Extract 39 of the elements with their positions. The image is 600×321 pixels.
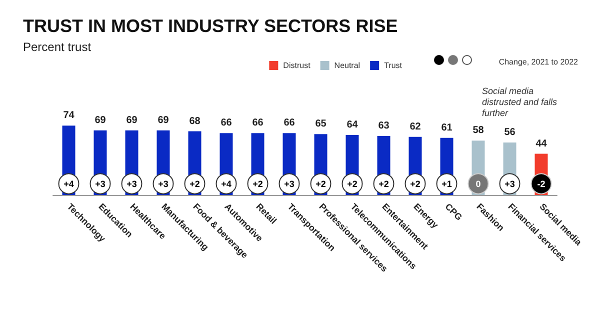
annotation: +2 bbox=[252, 178, 263, 189]
data-label: 66 bbox=[252, 118, 264, 129]
annotation: 0 bbox=[476, 178, 481, 189]
data-label: 61 bbox=[441, 122, 453, 134]
annotation: +4 bbox=[64, 178, 74, 189]
annotation: +2 bbox=[378, 178, 389, 189]
text: Change, 2021 to 2022 bbox=[498, 58, 579, 66]
data-label: 58 bbox=[472, 125, 484, 136]
data-label: 62 bbox=[410, 121, 422, 132]
data-label: 66 bbox=[220, 118, 232, 129]
annotation: +3 bbox=[95, 178, 106, 189]
legend-label: Distrust bbox=[283, 61, 312, 70]
legend-label: Neutral bbox=[334, 61, 360, 70]
annotation: +3 bbox=[158, 178, 168, 189]
data-label: 64 bbox=[346, 120, 358, 130]
data-label: 65 bbox=[315, 118, 327, 130]
text: Social media distrusted and falls further bbox=[482, 86, 558, 119]
annotation: +2 bbox=[410, 178, 420, 189]
annotation: -2 bbox=[537, 178, 546, 189]
data-label: 74 bbox=[63, 110, 75, 122]
annotation: +4 bbox=[221, 178, 232, 189]
data-label: 56 bbox=[504, 127, 516, 138]
annotation: +1 bbox=[442, 178, 452, 189]
data-label: 66 bbox=[284, 118, 296, 129]
chart-title: TRUST IN MOST INDUSTRY SECTORS RISE bbox=[23, 16, 398, 36]
annotation: +2 bbox=[190, 178, 200, 189]
data-label: 63 bbox=[378, 120, 390, 132]
data-label: 44 bbox=[536, 138, 548, 150]
data-label: 69 bbox=[158, 114, 170, 126]
annotation: +2 bbox=[347, 178, 358, 189]
annotation: +3 bbox=[126, 178, 137, 189]
data-label: 68 bbox=[189, 116, 201, 127]
data-label: 69 bbox=[94, 114, 106, 126]
annotation: +3 bbox=[504, 178, 515, 189]
chart-subtitle: Percent trust bbox=[23, 40, 92, 54]
legend-label: Trust bbox=[384, 61, 403, 70]
annotation: +2 bbox=[316, 178, 326, 189]
data-label: 69 bbox=[126, 114, 138, 126]
annotation: +3 bbox=[284, 178, 294, 189]
